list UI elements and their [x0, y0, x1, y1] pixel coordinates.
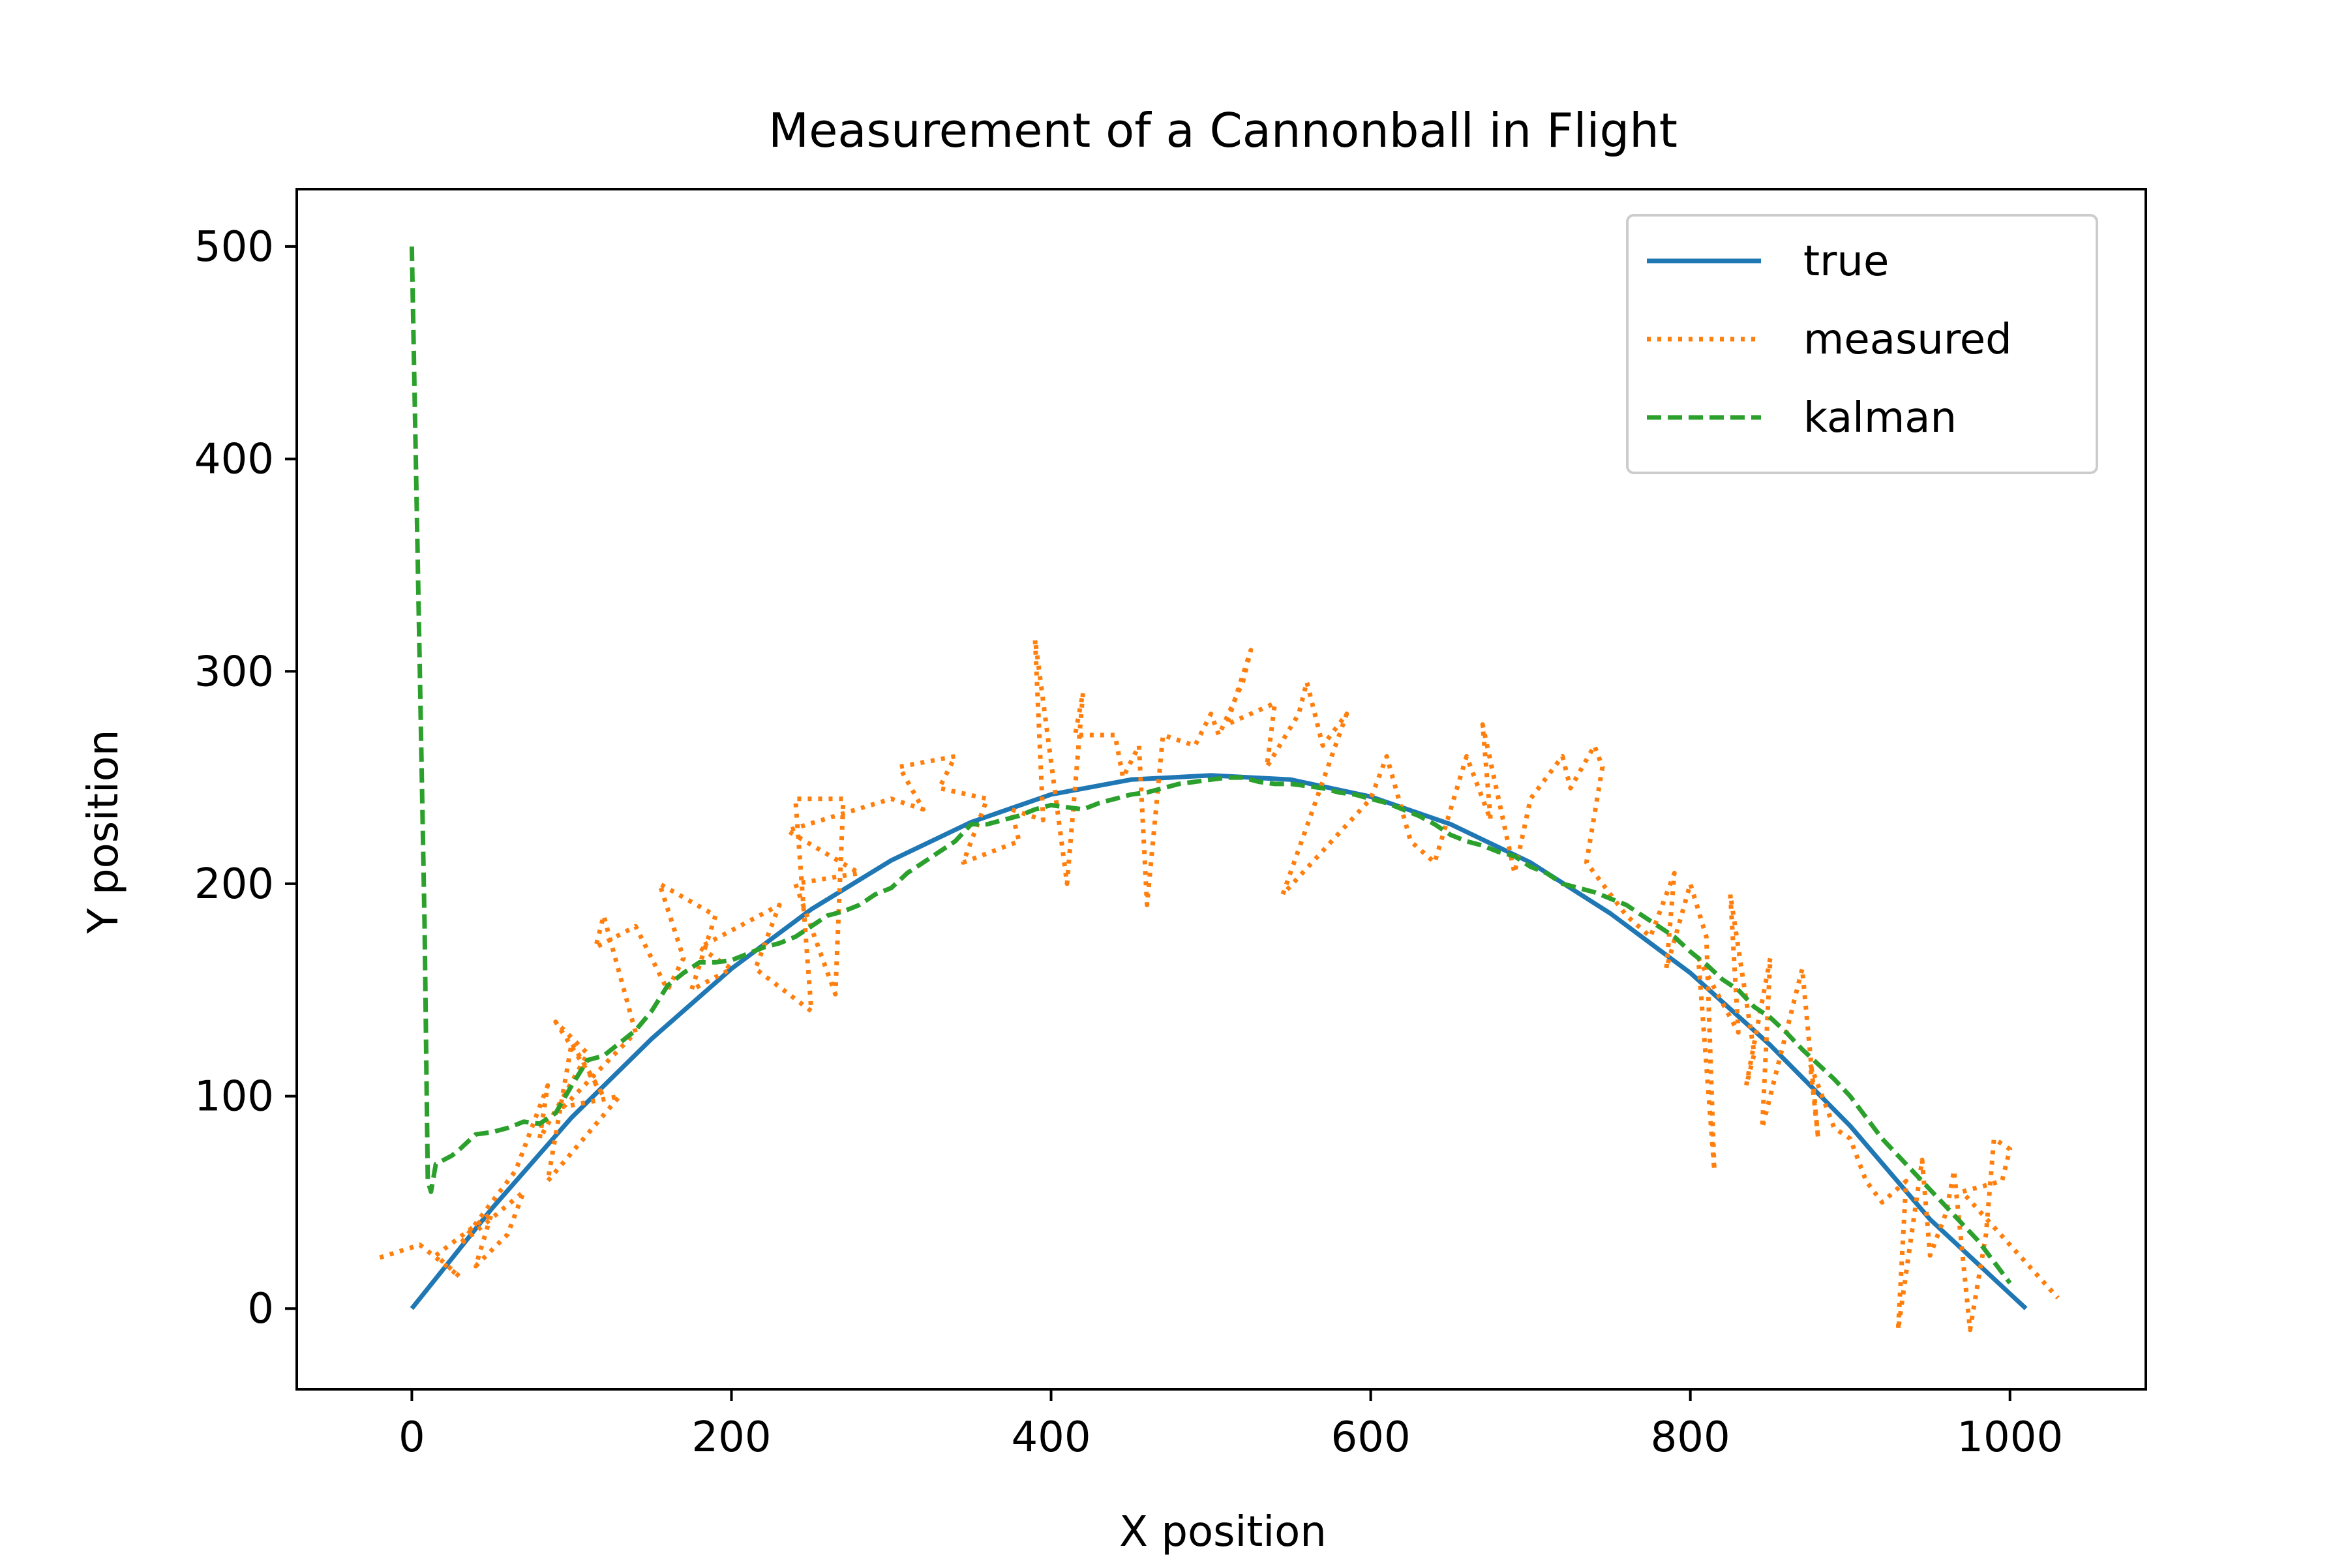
y-tick-label: 100 — [194, 1073, 274, 1121]
series-layer — [379, 246, 2060, 1333]
legend-label-measured: measured — [1803, 316, 2012, 364]
y-tick-label: 500 — [194, 223, 274, 271]
legend-box — [1626, 214, 2098, 474]
legend: true measured kalman — [1626, 214, 2098, 474]
x-tick-label: 800 — [1651, 1413, 1730, 1462]
y-tick-label: 300 — [194, 648, 274, 696]
y-tick-label: 200 — [194, 860, 274, 909]
x-tick-label: 1000 — [1957, 1413, 2063, 1462]
legend-label-true: true — [1803, 237, 1889, 286]
series-line-kalman — [409, 246, 2012, 1285]
y-tick-label: 0 — [247, 1285, 274, 1333]
y-axis-ticks: 0 100 200 300 400 500 — [194, 223, 297, 1333]
chart-title: Measurement of a Cannonball in Flight — [768, 103, 1678, 158]
x-tick-label: 400 — [1011, 1413, 1091, 1462]
x-tick-label: 600 — [1331, 1413, 1411, 1462]
x-tick-label: 0 — [399, 1413, 425, 1462]
legend-label-kalman: kalman — [1803, 394, 1957, 442]
plot-frame — [295, 188, 2147, 1391]
y-tick-label: 400 — [194, 436, 274, 484]
y-axis-label: Y position — [80, 730, 128, 935]
series-line-measured — [379, 637, 2060, 1333]
x-tick-label: 200 — [691, 1413, 771, 1462]
x-axis-label: X position — [1119, 1508, 1327, 1556]
x-axis-ticks: 0 200 400 600 800 1000 — [399, 1389, 2063, 1462]
